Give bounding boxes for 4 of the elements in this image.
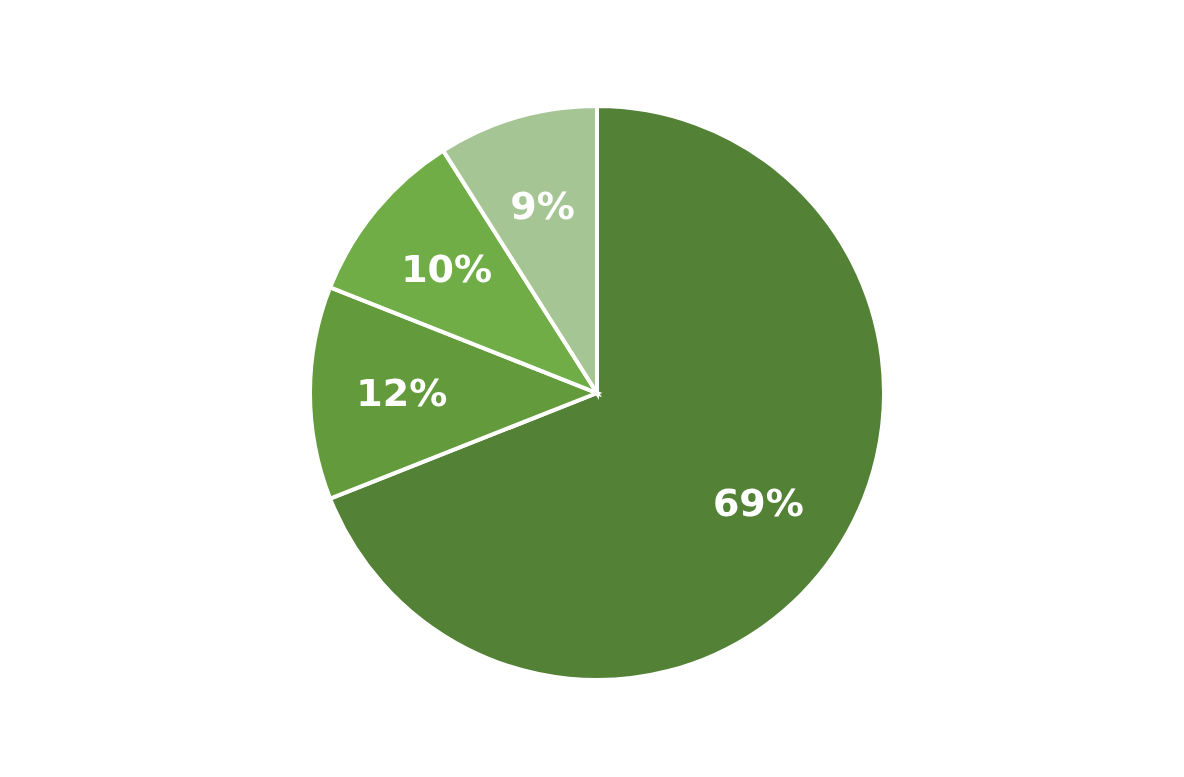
data-label: 69% bbox=[712, 480, 804, 525]
data-label: 10% bbox=[401, 246, 493, 291]
data-label: 9% bbox=[510, 183, 575, 228]
data-label: 12% bbox=[356, 371, 448, 415]
